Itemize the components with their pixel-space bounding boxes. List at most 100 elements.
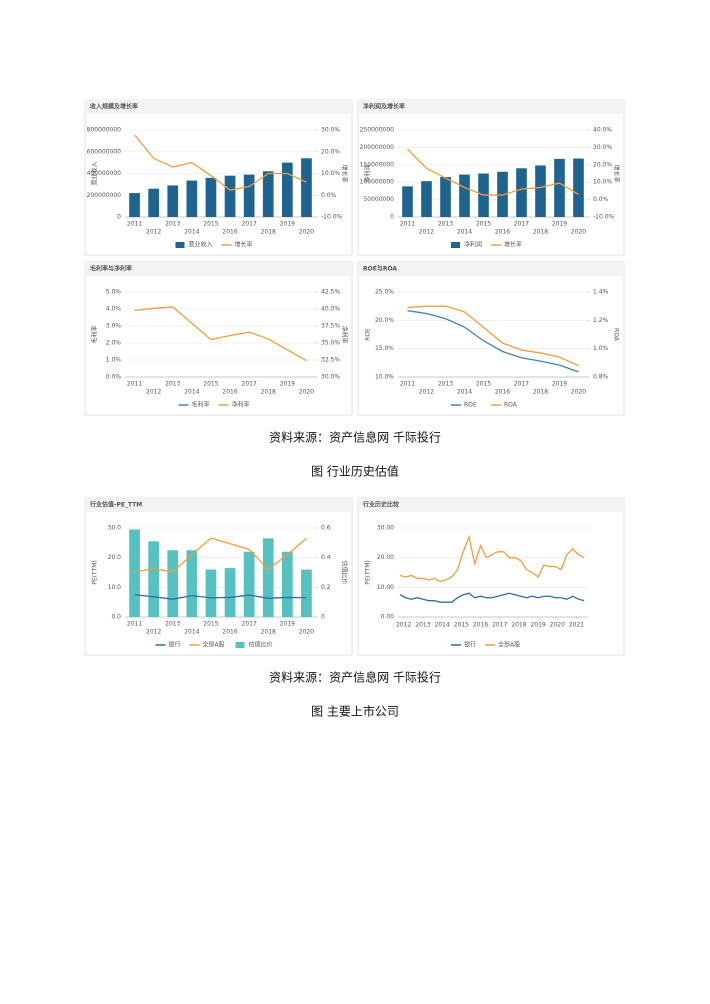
bar	[205, 177, 217, 217]
caption: 资料来源：资产信息网 千际投行	[269, 670, 441, 685]
x-tick-label: 2017	[514, 381, 529, 388]
x-tick-label: 2018	[533, 389, 548, 396]
y2-tick-label: 42.5%	[321, 289, 340, 296]
panel-title: 行业估值-PE_TTM	[89, 501, 142, 509]
y-axis-label: 毛利率	[91, 325, 99, 343]
x-tick-label: 2012	[146, 229, 161, 236]
bar	[497, 171, 508, 217]
y2-tick-label: 1.2%	[593, 317, 609, 324]
panel-header	[85, 100, 352, 114]
x-tick-label: 2013	[165, 621, 180, 628]
y-tick-label: 20.0	[108, 554, 122, 561]
y-axis-label: PE(TTM)	[92, 560, 99, 585]
bar	[402, 186, 413, 217]
x-tick-label: 2016	[495, 389, 510, 396]
y-tick-label: 25.0%	[375, 289, 394, 296]
x-tick-label: 2020	[571, 229, 586, 236]
y-tick-label: 15.0%	[375, 345, 394, 352]
x-tick-label: 2017	[242, 381, 257, 388]
line	[407, 305, 579, 367]
y2-axis-label: 净利率	[341, 325, 349, 343]
y-axis-label: PE(TTM)	[365, 560, 372, 585]
x-tick-label: 2020	[299, 229, 314, 236]
x-tick-label: 2018	[261, 389, 276, 396]
y2-tick-label: 20.0%	[593, 161, 612, 168]
y2-tick-label: 32.5%	[321, 357, 340, 364]
legend-label: 增长率	[235, 241, 253, 249]
y2-tick-label: 40.0%	[321, 306, 340, 313]
legend-label: 银行	[464, 641, 476, 649]
x-tick-label: 2014	[184, 389, 199, 396]
bar	[573, 158, 584, 217]
panel-header	[358, 498, 624, 512]
y2-tick-label: 10.0%	[321, 170, 340, 177]
x-tick-label: 2014	[184, 229, 199, 236]
caption: 图 主要上市公司	[311, 704, 399, 719]
bar	[224, 568, 236, 617]
x-tick-label: 2015	[476, 381, 491, 388]
bar	[262, 171, 274, 217]
y-tick-label: 10.00	[377, 584, 394, 591]
y2-tick-label: 20.0%	[321, 148, 340, 155]
y2-tick-label: 0.8%	[593, 374, 609, 381]
panel	[357, 497, 625, 656]
bar	[421, 181, 432, 217]
y-tick-label: 30.00	[377, 525, 394, 532]
y2-tick-label: -10.0%	[593, 214, 615, 221]
panel-header	[358, 100, 624, 114]
bar	[440, 176, 451, 217]
x-tick-label: 2015	[203, 221, 218, 228]
panel-title: 毛利率与净利率	[90, 265, 132, 273]
x-tick-label: 2016	[222, 629, 237, 636]
y2-tick-label: 0	[321, 614, 325, 621]
bar	[148, 541, 159, 617]
x-tick-label: 2019	[280, 381, 295, 388]
x-tick-label: 2013	[415, 622, 430, 629]
x-tick-label: 2014	[457, 389, 472, 396]
legend-label: 净利率	[232, 401, 250, 409]
x-tick-label: 2011	[127, 381, 142, 388]
x-tick-label: 2013	[438, 381, 453, 388]
legend-label: 营业收入	[189, 241, 213, 249]
y2-tick-label: 0.2	[321, 584, 331, 591]
line	[399, 534, 585, 583]
x-tick-label: 2011	[127, 621, 142, 628]
legend-swatch	[175, 242, 185, 248]
x-tick-label: 2015	[476, 221, 491, 228]
x-tick-label: 2013	[165, 381, 180, 388]
bar	[205, 569, 217, 617]
legend-label: 估值比价	[249, 641, 273, 649]
x-tick-label: 2012	[419, 389, 434, 396]
y2-tick-label: 1.0%	[593, 345, 609, 352]
legend-label: 净利润	[464, 241, 482, 249]
x-tick-label: 2019	[530, 622, 545, 629]
y2-tick-label: 37.5%	[321, 323, 340, 330]
bar	[224, 175, 236, 217]
y-tick-label: 10.0	[108, 584, 122, 591]
line	[134, 134, 307, 191]
x-tick-label: 2016	[222, 389, 237, 396]
y2-axis-label: ROA	[613, 328, 620, 342]
bar	[167, 185, 179, 217]
x-tick-label: 2016	[222, 229, 237, 236]
y-axis-label: 净利润	[364, 164, 372, 182]
bar	[282, 551, 293, 617]
line	[134, 594, 307, 600]
y-axis-label: 营业收入	[91, 161, 99, 185]
y-tick-label: 20.00	[377, 554, 394, 561]
x-tick-label: 2020	[550, 622, 565, 629]
line	[134, 306, 307, 362]
panel-title: 净利润及增长率	[363, 103, 405, 111]
panel-header	[358, 262, 624, 276]
legend-label: ROE	[464, 402, 477, 409]
y-tick-label: 3.0%	[106, 323, 122, 330]
y2-axis-label: 增长率	[613, 164, 621, 182]
bar	[535, 165, 546, 217]
x-tick-label: 2015	[454, 622, 469, 629]
y2-tick-label: 0.6	[321, 525, 331, 532]
bar	[186, 550, 198, 617]
bar	[262, 538, 274, 617]
x-tick-label: 2018	[261, 229, 276, 236]
bar	[243, 174, 255, 217]
